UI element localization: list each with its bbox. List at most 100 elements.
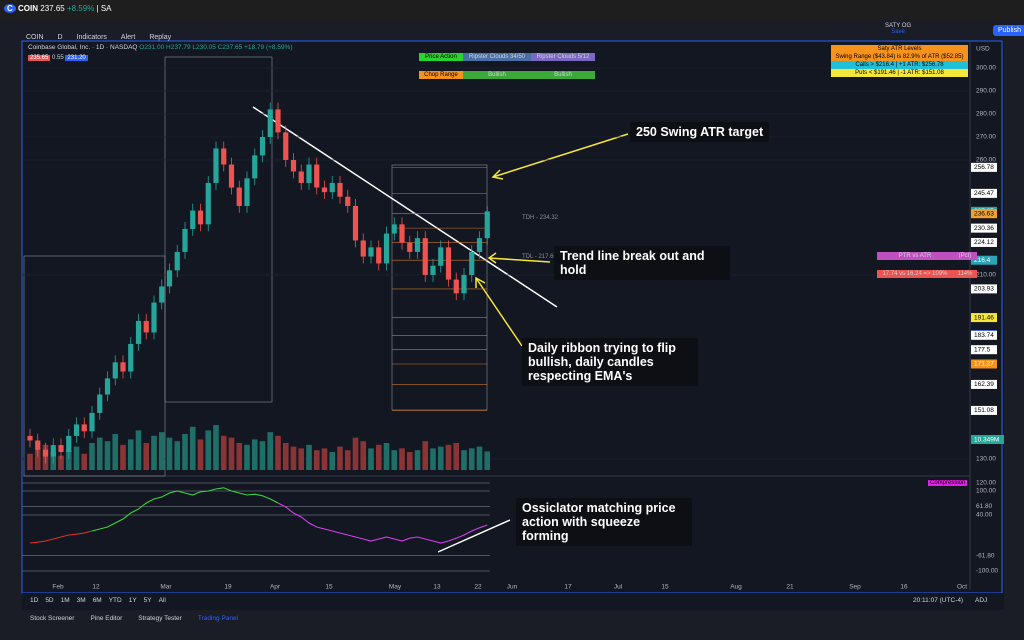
- candle-body: [205, 182, 211, 225]
- y-tick-label: -61.80: [976, 552, 995, 559]
- candle-body: [42, 449, 49, 457]
- candle-body: [104, 378, 111, 395]
- candle-body: [252, 155, 258, 179]
- candle-body: [453, 279, 459, 294]
- footer-tabs: Stock Screener Pine Editor Strategy Tester…: [30, 615, 254, 622]
- volume-bar: [344, 450, 351, 470]
- x-tick-label: Feb: [52, 584, 64, 591]
- price-tag: [971, 330, 997, 340]
- volume-bar: [329, 452, 336, 470]
- range-button[interactable]: 1D: [30, 597, 39, 604]
- tab-change: +8.59%: [66, 4, 95, 13]
- indicators[interactable]: Indicators: [76, 34, 107, 41]
- candle-body: [298, 171, 304, 183]
- volume-bar: [259, 441, 266, 470]
- table-cell: Chop Range: [419, 71, 463, 79]
- price-tag-label: 203.93: [974, 286, 994, 293]
- y-tick-label: 130.00: [976, 456, 996, 463]
- volume-bar: [96, 437, 103, 470]
- y-tick-label: 270.00: [976, 134, 996, 141]
- volume-bar: [81, 453, 88, 470]
- candle-body: [228, 164, 235, 188]
- candle-body: [430, 265, 436, 275]
- price-tag-label: 177.5: [974, 346, 991, 353]
- volume-bar: [298, 448, 305, 470]
- volume-bar: [313, 450, 320, 470]
- adj[interactable]: ADJ: [975, 597, 988, 604]
- volume-bar: [422, 441, 429, 470]
- candle-body: [190, 210, 196, 229]
- range-button[interactable]: 6M: [92, 597, 102, 604]
- volume-bar: [306, 444, 312, 470]
- atr-box: [164, 56, 273, 403]
- x-tick-label: 13: [433, 584, 441, 591]
- table-cell: Swing Range ($43.84) is 82.9% of ATR ($5…: [831, 53, 968, 61]
- tab[interactable]: C COIN 237.65 +8.59% | SA: [4, 4, 112, 13]
- layout-name[interactable]: SATY OG Save: [885, 23, 911, 35]
- range-button[interactable]: YTD: [108, 597, 122, 604]
- x-tick-label: 16: [900, 584, 908, 591]
- price-tag-label: 162.39: [974, 381, 994, 388]
- atr-box: [391, 164, 488, 411]
- volume-bar: [484, 451, 491, 470]
- range-button[interactable]: 3M: [76, 597, 86, 604]
- volume-bar: [213, 425, 219, 470]
- squeeze-line: [437, 519, 511, 553]
- candle-body: [383, 233, 390, 264]
- range-button[interactable]: 5Y: [143, 597, 152, 604]
- candle-body: [314, 164, 320, 188]
- candle-body: [484, 211, 490, 239]
- left-toolbar: [0, 40, 22, 610]
- candle-body: [275, 109, 281, 133]
- price-tag: [971, 188, 997, 198]
- publish-button[interactable]: Publish: [993, 25, 1024, 36]
- candle-body: [306, 164, 312, 183]
- toolbar: [0, 20, 1024, 40]
- price-tag-label: 151.08: [974, 407, 994, 414]
- volume-bar: [430, 448, 436, 470]
- x-tick-label: May: [389, 584, 402, 591]
- volume-bar: [360, 441, 367, 470]
- price-tag-label: 230.36: [974, 225, 994, 232]
- atr-table: Saty ATR Levels Swing Range ($43.84) is …: [831, 45, 968, 77]
- range-button[interactable]: All: [158, 597, 166, 604]
- replay[interactable]: Replay: [149, 34, 172, 41]
- x-tick-label: Oct: [957, 584, 967, 591]
- volume-bar: [437, 446, 444, 470]
- price-tag: [971, 162, 997, 172]
- candle-body: [422, 238, 428, 275]
- oscillator-line: [29, 530, 93, 544]
- price-tag: [971, 209, 997, 219]
- candle-body: [445, 247, 452, 280]
- footer-tab[interactable]: Pine Editor: [90, 615, 123, 622]
- symbol-search[interactable]: COIN: [26, 34, 44, 41]
- price-tag-label: 224.12: [974, 239, 994, 246]
- right-sidebar: [1004, 40, 1024, 610]
- legend-ohlc: O231.00 H237.79 L230.05 C237.65 +18.79 (…: [139, 44, 293, 51]
- x-tick-label: 22: [474, 584, 482, 591]
- candle-body: [407, 242, 413, 252]
- footer-tab[interactable]: Stock Screener: [30, 615, 75, 622]
- y-tick-label: 61.80: [976, 503, 993, 510]
- alert[interactable]: Alert: [120, 34, 136, 41]
- annotation: 250 Swing ATR target: [630, 122, 770, 142]
- interval[interactable]: D: [57, 34, 63, 41]
- x-tick-label: Sep: [849, 584, 861, 591]
- footer-tab[interactable]: Strategy Tester: [138, 615, 182, 622]
- candle-body: [267, 109, 273, 137]
- price-tag-label: 236.63: [974, 210, 994, 217]
- footer-tab[interactable]: Trading Panel: [197, 615, 239, 622]
- candle-body: [89, 412, 95, 432]
- volume-bar: [189, 426, 196, 470]
- table-cell: Puts < $191.46 | -1 ATR: $151.08: [831, 69, 968, 77]
- candle-body: [35, 440, 41, 450]
- volume-bar: [166, 437, 173, 470]
- candle-body: [360, 240, 366, 257]
- range-button[interactable]: 1Y: [128, 597, 137, 604]
- candle-body: [143, 320, 149, 333]
- x-tick-label: Jul: [614, 584, 623, 591]
- range-button[interactable]: 1M: [60, 597, 70, 604]
- range-button[interactable]: 5D: [45, 597, 54, 604]
- clock: 20:11:07 (UTC-4): [913, 597, 964, 604]
